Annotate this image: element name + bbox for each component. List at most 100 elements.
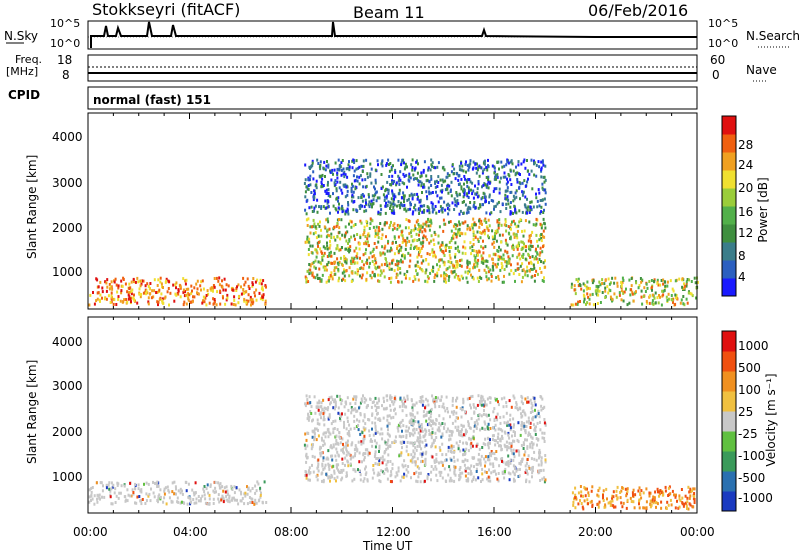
- data-cell: [375, 409, 378, 412]
- data-cell: [606, 497, 608, 501]
- data-cell: [570, 282, 573, 286]
- data-cell: [447, 202, 450, 206]
- data-cell: [183, 294, 186, 298]
- data-cell: [522, 191, 525, 195]
- data-cell: [200, 280, 203, 284]
- data-cell: [378, 459, 381, 462]
- data-cell: [574, 302, 577, 306]
- data-cell: [656, 487, 659, 491]
- data-cell: [113, 280, 116, 284]
- data-cell: [502, 415, 505, 419]
- data-cell: [461, 200, 464, 204]
- data-cell: [265, 501, 268, 504]
- data-cell: [185, 278, 188, 282]
- data-cell: [539, 246, 542, 250]
- data-cell: [506, 250, 509, 254]
- data-cell: [350, 220, 353, 224]
- data-cell: [542, 229, 545, 233]
- data-cell: [642, 295, 645, 298]
- data-cell: [507, 433, 510, 437]
- data-cell: [316, 418, 319, 422]
- data-cell: [380, 208, 383, 212]
- data-cell: [516, 406, 519, 410]
- data-cell: [254, 484, 257, 488]
- data-cell: [261, 285, 264, 289]
- data-cell: [503, 396, 506, 400]
- data-cell: [516, 180, 519, 184]
- data-cell: [381, 227, 384, 231]
- data-cell: [161, 300, 164, 304]
- data-cell: [377, 279, 380, 283]
- data-cell: [468, 269, 471, 273]
- data-cell: [152, 480, 154, 484]
- data-cell: [319, 160, 322, 164]
- data-cell: [686, 301, 689, 305]
- data-cell: [488, 181, 491, 185]
- data-cell: [512, 246, 515, 249]
- data-cell: [439, 398, 442, 402]
- data-cell: [532, 423, 535, 427]
- data-cell: [129, 481, 132, 485]
- data-cell: [455, 273, 458, 277]
- data-cell: [459, 231, 462, 235]
- data-cell: [261, 298, 264, 302]
- data-cell: [528, 466, 531, 470]
- data-cell: [522, 234, 525, 238]
- data-cell: [362, 164, 365, 168]
- data-cell: [415, 470, 418, 474]
- data-cell: [373, 242, 376, 245]
- data-cell: [377, 236, 380, 240]
- data-cell: [490, 450, 493, 453]
- data-cell: [235, 486, 238, 490]
- data-cell: [363, 231, 366, 235]
- data-cell: [337, 406, 340, 410]
- data-cell: [391, 462, 394, 466]
- data-cell: [370, 199, 373, 203]
- data-cell: [505, 404, 508, 408]
- data-cell: [421, 269, 424, 273]
- data-cell: [368, 418, 371, 422]
- data-cell: [247, 293, 250, 297]
- data-cell: [536, 443, 538, 447]
- data-cell: [363, 242, 366, 246]
- data-cell: [450, 410, 453, 414]
- x-tick: 16:00: [477, 525, 512, 539]
- data-cell: [95, 277, 98, 281]
- data-cell: [541, 477, 544, 481]
- data-cell: [401, 240, 404, 244]
- data-cell: [347, 451, 350, 455]
- data-cell: [141, 498, 144, 501]
- data-cell: [596, 302, 599, 305]
- data-cell: [480, 396, 483, 400]
- data-cell: [345, 239, 348, 243]
- data-cell: [439, 189, 442, 193]
- data-cell: [520, 162, 523, 166]
- data-cell: [305, 277, 308, 281]
- data-cell: [383, 195, 386, 199]
- data-cell: [335, 439, 338, 442]
- data-cell: [361, 460, 363, 464]
- data-cell: [98, 493, 101, 497]
- data-cell: [439, 258, 442, 262]
- data-cell: [467, 178, 469, 182]
- data-cell: [509, 426, 512, 430]
- data-cell: [458, 220, 460, 224]
- data-cell: [514, 210, 517, 214]
- nsearch-label: N.Search: [746, 29, 800, 43]
- data-cell: [618, 293, 621, 297]
- data-cell: [367, 450, 370, 454]
- data-cell: [589, 287, 591, 291]
- data-cell: [385, 463, 388, 467]
- data-cell: [101, 286, 104, 290]
- data-cell: [396, 259, 398, 263]
- data-cell: [433, 460, 436, 464]
- data-cell: [597, 505, 600, 509]
- data-cell: [331, 454, 334, 458]
- data-cell: [325, 280, 328, 284]
- data-cell: [321, 177, 324, 181]
- data-cell: [307, 418, 310, 422]
- data-cell: [455, 223, 458, 227]
- data-cell: [400, 245, 403, 249]
- data-cell: [373, 455, 376, 459]
- data-cell: [538, 253, 541, 257]
